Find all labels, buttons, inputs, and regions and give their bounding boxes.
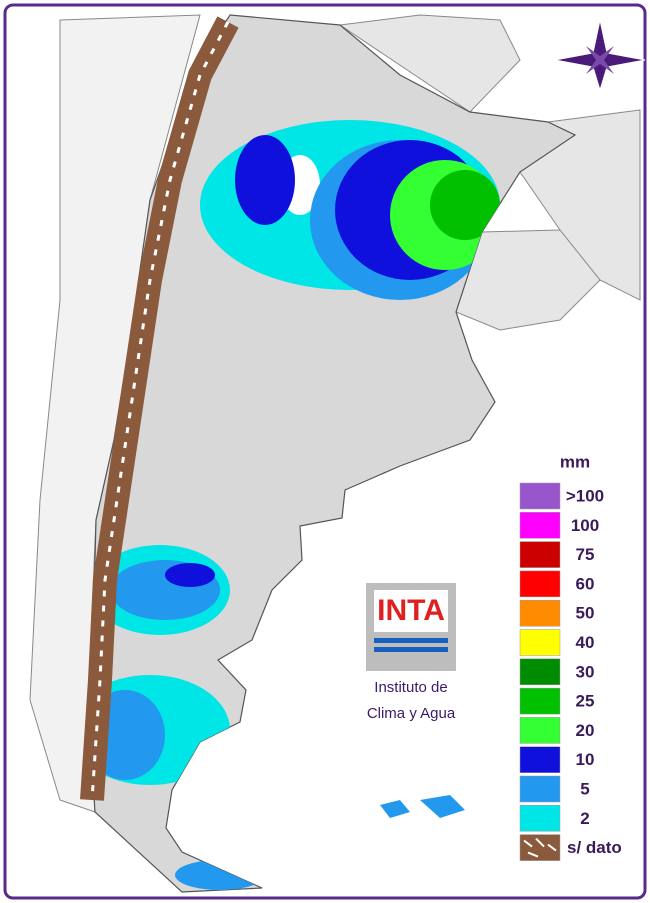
legend-swatch (519, 599, 561, 627)
logo-panel (374, 590, 448, 632)
legend-swatch (519, 717, 561, 744)
logo-name: INTA (377, 594, 445, 627)
legend-swatch (519, 687, 561, 715)
legend-label: 50 (576, 604, 595, 623)
legend-label: 2 (580, 809, 589, 828)
legend-label: 100 (571, 516, 599, 535)
legend-swatch (519, 482, 561, 510)
no-data-strip (80, 16, 239, 801)
rain-10 (235, 135, 295, 225)
legend-swatch-pattern (523, 837, 557, 858)
logo-line: Clima y Agua (367, 705, 456, 722)
precipitation (88, 120, 500, 890)
legend-label: 5 (580, 779, 589, 798)
legend-label: 75 (576, 545, 595, 564)
legend-label: 25 (576, 692, 595, 711)
legend-swatch (519, 834, 561, 861)
legend-swatch (519, 570, 561, 598)
legend-label: 40 (576, 633, 595, 652)
legend-swatch (519, 775, 561, 803)
legend-label: 20 (576, 721, 595, 740)
rain-25 (430, 170, 500, 240)
logo-stripe (374, 638, 448, 643)
legend-swatch (519, 746, 561, 773)
compass (554, 19, 646, 92)
legend-label: >100 (566, 486, 604, 505)
legend-swatch (519, 658, 561, 686)
logo-stripe (374, 647, 448, 652)
legend-swatch (519, 629, 561, 656)
legend-label: 10 (576, 750, 595, 769)
legend-label: 30 (576, 662, 595, 681)
logo-line: Instituto de (374, 679, 447, 696)
legend-label: s/ dato (567, 838, 622, 857)
legend-swatch (519, 805, 561, 832)
malvinas (380, 795, 465, 818)
legend-label: 60 (576, 574, 595, 593)
rain-10 (165, 563, 215, 587)
legend-swatch (519, 541, 561, 568)
legend-swatch (519, 512, 561, 539)
legend-title: mm (560, 452, 590, 471)
